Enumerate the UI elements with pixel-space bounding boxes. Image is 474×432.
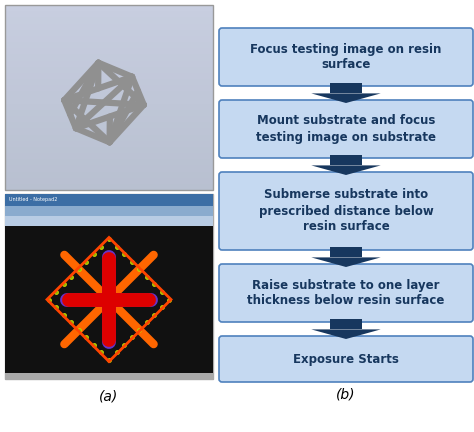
FancyBboxPatch shape xyxy=(5,54,213,61)
FancyBboxPatch shape xyxy=(5,85,213,92)
FancyBboxPatch shape xyxy=(5,73,213,79)
FancyBboxPatch shape xyxy=(5,165,213,172)
FancyBboxPatch shape xyxy=(5,194,213,379)
FancyBboxPatch shape xyxy=(5,122,213,129)
FancyBboxPatch shape xyxy=(5,110,213,117)
FancyBboxPatch shape xyxy=(5,60,213,67)
FancyBboxPatch shape xyxy=(5,226,213,373)
FancyBboxPatch shape xyxy=(5,11,213,18)
Polygon shape xyxy=(330,155,362,165)
Text: (a): (a) xyxy=(100,390,118,404)
Text: Exposure Starts: Exposure Starts xyxy=(293,353,399,365)
Text: Submerse substrate into
prescribed distance below
resin surface: Submerse substrate into prescribed dista… xyxy=(259,188,433,234)
FancyBboxPatch shape xyxy=(219,28,473,86)
Polygon shape xyxy=(311,93,381,103)
Polygon shape xyxy=(330,319,362,329)
FancyBboxPatch shape xyxy=(219,336,473,382)
Polygon shape xyxy=(330,247,362,257)
FancyBboxPatch shape xyxy=(5,30,213,36)
FancyBboxPatch shape xyxy=(5,79,213,86)
Text: (b): (b) xyxy=(336,387,356,401)
FancyBboxPatch shape xyxy=(5,91,213,98)
FancyBboxPatch shape xyxy=(5,98,213,104)
Polygon shape xyxy=(311,165,381,175)
FancyBboxPatch shape xyxy=(5,172,213,178)
FancyBboxPatch shape xyxy=(5,153,213,160)
FancyBboxPatch shape xyxy=(5,178,213,184)
FancyBboxPatch shape xyxy=(219,264,473,322)
Polygon shape xyxy=(311,329,381,339)
FancyBboxPatch shape xyxy=(5,116,213,123)
FancyBboxPatch shape xyxy=(5,373,213,379)
FancyBboxPatch shape xyxy=(219,100,473,158)
FancyBboxPatch shape xyxy=(5,5,213,12)
FancyBboxPatch shape xyxy=(5,17,213,24)
Text: Focus testing image on resin
surface: Focus testing image on resin surface xyxy=(250,42,442,72)
FancyBboxPatch shape xyxy=(5,216,213,226)
Text: Mount substrate and focus
testing image on substrate: Mount substrate and focus testing image … xyxy=(256,114,436,143)
FancyBboxPatch shape xyxy=(5,67,213,73)
Text: Raise substrate to one layer
thickness below resin surface: Raise substrate to one layer thickness b… xyxy=(247,279,445,308)
Polygon shape xyxy=(330,83,362,93)
FancyBboxPatch shape xyxy=(5,134,213,141)
Polygon shape xyxy=(311,257,381,267)
FancyBboxPatch shape xyxy=(5,147,213,153)
FancyBboxPatch shape xyxy=(5,36,213,42)
FancyBboxPatch shape xyxy=(5,128,213,135)
FancyBboxPatch shape xyxy=(5,141,213,147)
Text: Untitled - Notepad2: Untitled - Notepad2 xyxy=(9,197,57,203)
FancyBboxPatch shape xyxy=(5,104,213,110)
FancyBboxPatch shape xyxy=(5,23,213,30)
FancyBboxPatch shape xyxy=(5,159,213,166)
FancyBboxPatch shape xyxy=(219,172,473,250)
FancyBboxPatch shape xyxy=(5,48,213,55)
FancyBboxPatch shape xyxy=(5,184,213,191)
FancyBboxPatch shape xyxy=(5,42,213,49)
FancyBboxPatch shape xyxy=(5,206,213,216)
FancyBboxPatch shape xyxy=(5,194,213,206)
